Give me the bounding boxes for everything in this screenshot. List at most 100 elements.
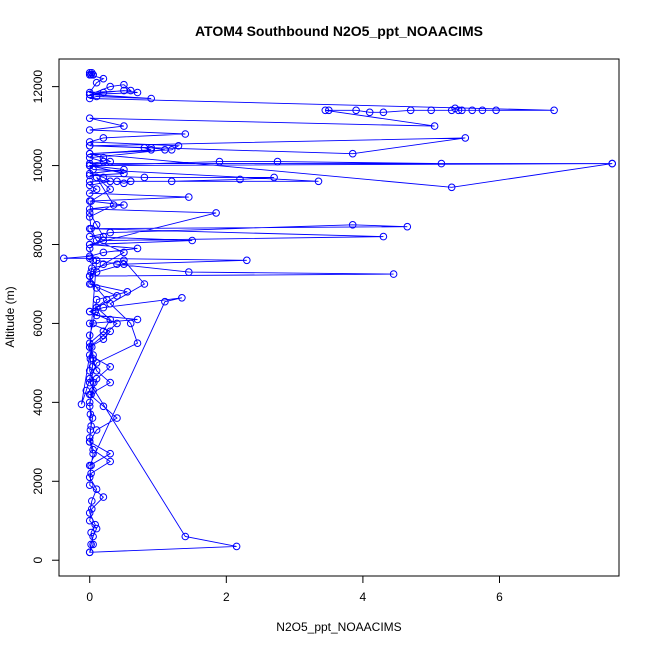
data-point [113, 414, 121, 422]
data-point [89, 532, 97, 541]
data-point [430, 122, 439, 130]
data-point [85, 90, 94, 99]
data-point [178, 294, 186, 302]
y-tick-label: 12000 [31, 70, 45, 104]
data-point [120, 179, 128, 188]
data-point [85, 126, 94, 134]
data-point [86, 355, 95, 363]
data-point [243, 256, 251, 265]
data-point [120, 201, 128, 209]
data-point [85, 240, 94, 249]
data-point [92, 485, 101, 494]
data-point [85, 509, 94, 517]
data-point [133, 339, 142, 348]
data-point [92, 221, 101, 229]
data-point [106, 363, 114, 371]
data-point [147, 94, 155, 103]
data-point [314, 177, 323, 186]
data-point [85, 209, 94, 217]
data-point [99, 157, 108, 166]
data-point [133, 315, 142, 324]
data-point [88, 414, 97, 422]
x-tick-label: 4 [360, 590, 367, 604]
data-point [492, 106, 500, 115]
data-point [106, 378, 114, 387]
data-point [120, 122, 128, 130]
data-point [99, 493, 108, 501]
data-point [85, 232, 94, 241]
data-point [85, 343, 94, 351]
data-point [99, 173, 108, 182]
data-point [270, 173, 278, 182]
data-point [85, 181, 94, 190]
data-point [85, 374, 94, 383]
data-point [550, 106, 558, 115]
plot-frame [58, 58, 620, 577]
data-point [85, 339, 94, 348]
data-point [181, 130, 190, 138]
data-point [92, 311, 101, 320]
data-point [212, 209, 220, 217]
data-point [126, 177, 135, 186]
y-tick-label: 10000 [31, 149, 45, 183]
data-point [99, 236, 108, 245]
data-point [89, 540, 97, 549]
data-point [85, 142, 94, 150]
y-tick-label: 0 [31, 557, 45, 564]
data-point [106, 449, 114, 458]
data-point [133, 244, 142, 253]
data-point [120, 165, 128, 174]
data-point [89, 355, 97, 363]
x-tick-label: 2 [223, 590, 230, 604]
data-point [88, 343, 96, 351]
data-point [85, 473, 94, 482]
data-point [85, 149, 94, 158]
data-point [120, 248, 128, 257]
data-point [85, 213, 94, 221]
x-tick-label: 0 [86, 590, 93, 604]
data-point [321, 106, 330, 115]
data-point [99, 248, 108, 257]
data-point [85, 398, 94, 407]
data-point [85, 252, 94, 261]
data-point [92, 185, 101, 193]
data-point [113, 177, 121, 186]
y-axis-label: Altitude (m) [3, 286, 17, 347]
data-point [85, 319, 94, 328]
data-point [85, 205, 94, 213]
data-point [365, 108, 374, 117]
data-point [348, 221, 357, 229]
data-point [123, 288, 132, 296]
data-point [85, 390, 94, 399]
data-point [92, 268, 101, 276]
data-point [185, 193, 193, 201]
data-point [106, 457, 114, 466]
data-point [133, 88, 142, 97]
data-point [85, 114, 94, 122]
data-point [106, 327, 114, 336]
data-point [88, 497, 96, 505]
data-point [99, 153, 108, 162]
y-tick-label: 2000 [31, 468, 45, 495]
data-point [89, 449, 97, 458]
data-point [348, 149, 357, 158]
data-point [85, 516, 94, 525]
data-point [406, 106, 415, 115]
data-point [85, 434, 94, 442]
data-point [352, 106, 360, 115]
data-point [113, 292, 121, 300]
data-point [89, 319, 97, 328]
data-point [106, 315, 114, 324]
data-point [87, 422, 95, 430]
data-point [447, 183, 456, 192]
data-point [91, 307, 99, 316]
data-point [85, 481, 94, 490]
data-point [85, 254, 94, 263]
data-point [99, 335, 108, 344]
data-point [427, 106, 436, 115]
data-point [85, 197, 94, 205]
data-point [85, 177, 94, 186]
data-point [99, 303, 108, 312]
data-point [85, 153, 94, 162]
